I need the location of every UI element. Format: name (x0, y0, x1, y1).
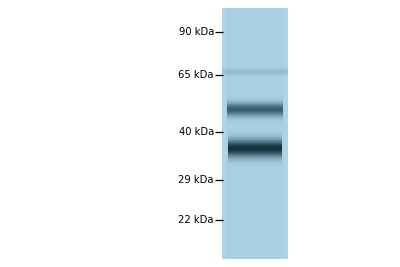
Bar (228, 156, 282, 157)
Bar (227, 100, 283, 101)
Bar (228, 154, 282, 155)
Bar (222, 66, 288, 67)
Bar (228, 167, 282, 168)
Text: 90 kDa: 90 kDa (179, 27, 214, 37)
Bar (228, 133, 282, 134)
Bar (228, 139, 282, 140)
Bar (228, 149, 282, 150)
Bar (227, 109, 283, 110)
Bar (228, 146, 282, 147)
Bar (227, 99, 283, 100)
Bar (222, 76, 288, 77)
Bar (228, 135, 282, 136)
Bar (228, 142, 282, 143)
Bar (228, 152, 282, 153)
Bar (227, 113, 283, 114)
Bar (228, 141, 282, 142)
Bar (228, 157, 282, 158)
Bar (227, 101, 283, 102)
Bar (227, 98, 283, 99)
Bar (228, 162, 282, 163)
Bar (226, 8, 284, 259)
Bar (228, 143, 282, 144)
Bar (222, 72, 288, 73)
Bar (228, 164, 282, 165)
Bar (222, 69, 288, 70)
Bar (227, 115, 283, 116)
Bar (222, 68, 288, 69)
Bar (227, 102, 283, 103)
Bar (227, 95, 283, 96)
Bar (228, 161, 282, 162)
Bar (222, 67, 288, 68)
Bar (222, 74, 288, 75)
Bar (228, 145, 282, 146)
Bar (227, 108, 283, 109)
Bar (228, 140, 282, 141)
Bar (228, 150, 282, 151)
Bar (227, 114, 283, 115)
Bar (227, 118, 283, 119)
Bar (228, 155, 282, 156)
Bar (228, 153, 282, 154)
Bar (227, 104, 283, 105)
Bar (228, 148, 282, 149)
Bar (228, 159, 282, 160)
Bar (227, 122, 283, 123)
Bar (228, 130, 282, 131)
Bar (222, 75, 288, 76)
Bar (228, 132, 282, 133)
Bar (228, 136, 282, 137)
Text: 65 kDa: 65 kDa (178, 69, 214, 80)
Bar (227, 106, 283, 107)
Bar (228, 138, 282, 139)
Bar (228, 163, 282, 164)
Bar (227, 121, 283, 122)
Bar (227, 123, 283, 124)
Bar (227, 105, 283, 106)
Bar (222, 70, 288, 71)
Bar (228, 144, 282, 145)
Bar (228, 131, 282, 132)
Bar (228, 151, 282, 152)
Bar (222, 8, 288, 259)
Bar (228, 160, 282, 161)
Bar (222, 65, 288, 66)
Bar (228, 134, 282, 135)
Bar (227, 97, 283, 98)
Bar (228, 166, 282, 167)
Bar (227, 111, 283, 112)
Bar (222, 73, 288, 74)
Bar (228, 129, 282, 130)
Bar (227, 107, 283, 108)
Bar (227, 120, 283, 121)
Bar (222, 77, 288, 78)
Bar (227, 119, 283, 120)
Text: 29 kDa: 29 kDa (178, 175, 214, 185)
Bar (227, 117, 283, 118)
Text: 22 kDa: 22 kDa (178, 215, 214, 225)
Bar (227, 103, 283, 104)
Bar (228, 147, 282, 148)
Bar (227, 110, 283, 111)
Bar (227, 116, 283, 117)
Bar (228, 128, 282, 129)
Bar (228, 137, 282, 138)
Bar (227, 96, 283, 97)
Bar (228, 165, 282, 166)
Bar (227, 112, 283, 113)
Bar (222, 71, 288, 72)
Bar (228, 158, 282, 159)
Bar (227, 94, 283, 95)
Text: 40 kDa: 40 kDa (179, 127, 214, 137)
